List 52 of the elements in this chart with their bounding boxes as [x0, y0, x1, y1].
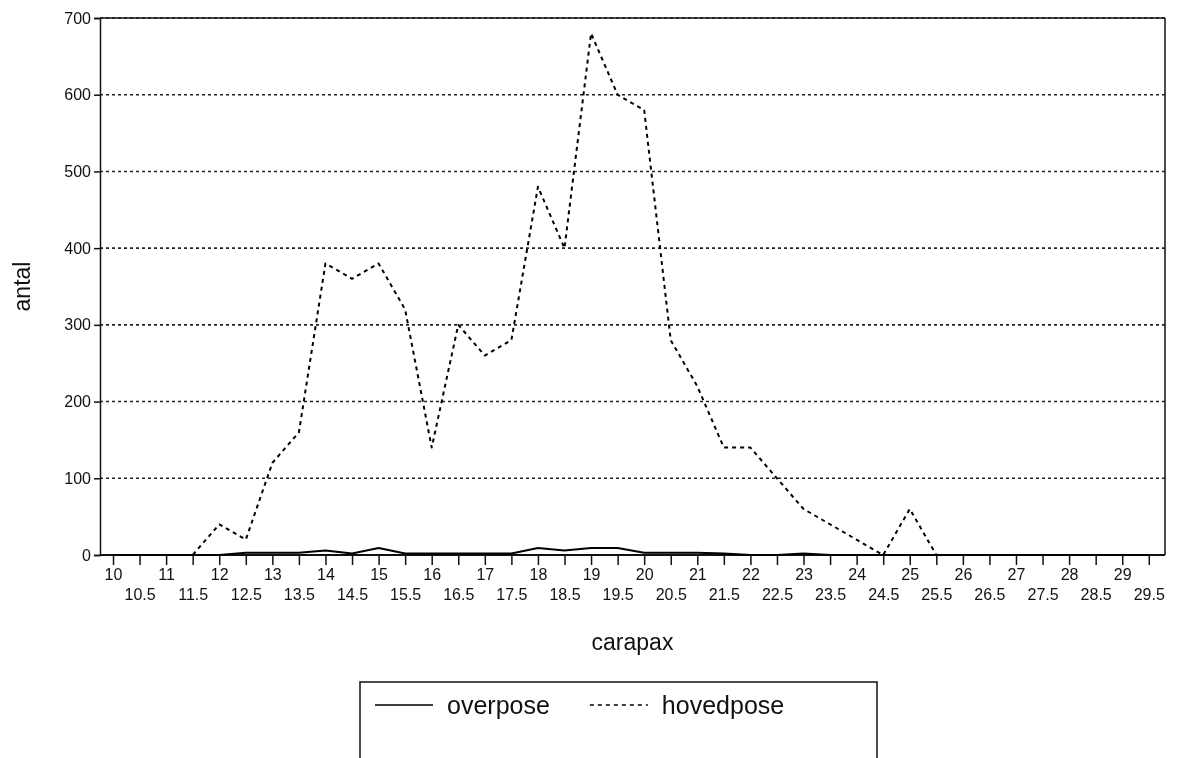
x-tick-label: 21.5 — [708, 586, 741, 604]
x-tick-label: 29 — [1113, 566, 1132, 584]
x-tick-label: 26 — [954, 566, 973, 584]
x-tick-label: 19.5 — [602, 586, 634, 604]
x-axis-title: carapax — [591, 629, 674, 655]
x-tick-label: 29.5 — [1133, 586, 1165, 604]
x-tick-label: 17 — [476, 566, 495, 584]
x-tick-label: 12 — [210, 566, 229, 584]
y-tick-label: 100 — [64, 469, 92, 487]
x-tick-label: 15 — [370, 566, 389, 584]
x-tick-label: 24.5 — [868, 586, 900, 604]
x-tick-label: 25 — [901, 566, 920, 584]
x-tick-label: 13.5 — [283, 586, 316, 604]
x-tick-label: 20 — [635, 566, 654, 584]
y-tick-label: 0 — [82, 546, 92, 564]
x-tick-label: 20.5 — [655, 586, 687, 604]
y-axis-title: antal — [9, 261, 35, 312]
x-tick-label: 18.5 — [549, 586, 581, 604]
y-tick-label: 700 — [64, 9, 92, 27]
x-tick-label: 15.5 — [390, 586, 422, 604]
x-tick-label: 17.5 — [496, 586, 528, 604]
x-tick-label: 27.5 — [1027, 586, 1059, 604]
x-tick-label: 18 — [529, 566, 548, 584]
x-tick-label: 22.5 — [761, 586, 794, 604]
x-tick-label: 21 — [688, 566, 707, 584]
x-tick-label: 23.5 — [815, 586, 847, 604]
x-tick-label: 28.5 — [1080, 586, 1112, 604]
x-tick-label: 22 — [742, 566, 760, 584]
x-tick-label: 19 — [582, 566, 601, 584]
legend-label: overpose — [447, 691, 550, 719]
y-tick-label: 300 — [64, 316, 92, 334]
x-tick-label: 28 — [1060, 566, 1079, 584]
x-tick-label: 10 — [104, 566, 123, 584]
x-tick-label: 27 — [1007, 566, 1026, 584]
x-tick-label: 24 — [848, 566, 867, 584]
x-tick-label: 11 — [158, 566, 176, 584]
y-tick-label: 400 — [64, 239, 92, 257]
x-tick-label: 13 — [263, 566, 282, 584]
legend-label: hovedpose — [661, 691, 785, 719]
x-tick-label: 16.5 — [443, 586, 475, 604]
x-tick-label: 12.5 — [230, 586, 262, 604]
y-tick-label: 200 — [64, 393, 92, 411]
y-tick-label: 500 — [64, 163, 92, 181]
x-tick-label: 23 — [795, 566, 814, 584]
x-tick-label: 16 — [423, 566, 442, 584]
x-tick-label: 14.5 — [336, 586, 369, 604]
x-tick-label: 25.5 — [921, 586, 953, 604]
y-tick-label: 600 — [64, 86, 92, 104]
x-tick-label: 11.5 — [178, 586, 209, 604]
x-tick-label: 26.5 — [974, 586, 1006, 604]
x-tick-label: 14 — [317, 566, 335, 584]
x-tick-label: 10.5 — [124, 586, 156, 604]
